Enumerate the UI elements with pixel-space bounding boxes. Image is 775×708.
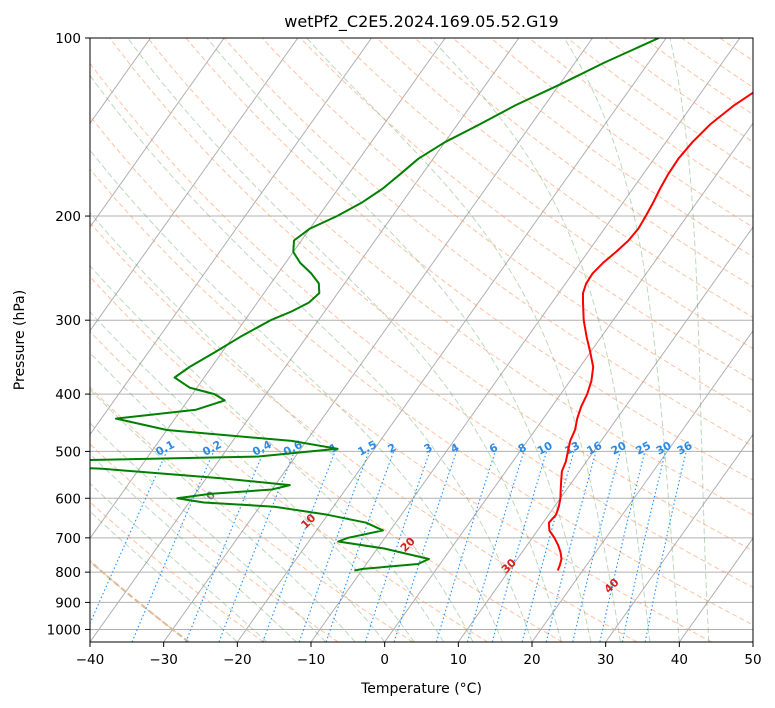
y-tick-label: 1000 — [47, 622, 81, 638]
isotherm-line — [310, 38, 741, 642]
x-tick-label: 50 — [744, 652, 761, 668]
mixing-ratio-line — [466, 451, 525, 642]
mixing-ratio-label: 20 — [609, 439, 629, 458]
mixing-ratio-label: 25 — [633, 439, 653, 458]
moist-adiabat-line — [90, 149, 503, 642]
isotherm-line — [90, 38, 299, 332]
moist-adiabat-line — [90, 265, 445, 642]
moist-adiabat-line — [90, 388, 356, 642]
profile-lines — [90, 38, 753, 572]
isotherm-line — [384, 122, 753, 642]
y-tick-label: 400 — [55, 387, 81, 403]
dry-adiabat-line — [185, 38, 753, 481]
y-tick-label: 300 — [55, 313, 81, 329]
x-tick-label: −20 — [223, 652, 252, 668]
dry-adiabat-line — [338, 38, 753, 350]
dry-adiabat-line — [223, 38, 753, 447]
isotherm-line — [605, 433, 753, 642]
x-axis-ticks: −40 −30 −20 −10 0 10 20 30 40 50 — [76, 642, 762, 668]
moist-adiabat-line — [90, 510, 238, 642]
moist-adiabat-line — [90, 352, 386, 642]
moist-adiabat-line — [306, 38, 621, 642]
y-axis-ticks: 100 200 300 400 500 600 700 800 900 1000 — [47, 31, 90, 638]
moist-adiabat-line — [90, 422, 327, 642]
isotherm-line — [90, 38, 372, 436]
moist-adiabat-line — [90, 453, 297, 642]
mixing-ratio-line — [521, 451, 575, 642]
mixing-ratio-line — [621, 451, 667, 642]
dry-adiabat-line — [90, 386, 414, 642]
isotherm-line — [531, 329, 753, 642]
y-tick-label: 700 — [55, 531, 81, 547]
dry-adiabat-line — [90, 168, 712, 642]
y-tick-label: 600 — [55, 491, 81, 507]
x-tick-label: 20 — [523, 652, 540, 668]
isopleth-labels: 0.10.20.40.611.52346810131620253036-100-… — [154, 438, 695, 596]
dry-adiabat-line — [90, 221, 638, 642]
y-tick-label: 500 — [55, 444, 81, 460]
y-tick-label: 100 — [55, 31, 81, 47]
dry-adiabat-line — [90, 443, 339, 642]
moist-adiabat-line — [669, 38, 710, 642]
mixing-ratio-line — [364, 451, 431, 642]
background-lines — [90, 38, 753, 642]
moist-adiabat-line — [127, 38, 562, 642]
mixing-ratio-line — [131, 451, 215, 642]
dewpoint-profile-line — [90, 38, 660, 572]
x-tick-label: 10 — [450, 652, 467, 668]
mixing-ratio-line — [435, 451, 496, 642]
isotherm-line — [90, 38, 225, 228]
dry-adiabat-line — [528, 38, 753, 199]
mixing-ratio-line — [644, 451, 687, 642]
mixing-ratio-line — [393, 451, 458, 642]
mixing-ratio-line — [90, 451, 168, 625]
plot-frame — [89, 37, 754, 643]
dry-adiabat-line — [90, 62, 753, 588]
mixing-ratio-label: 36 — [675, 439, 695, 458]
isotherm-line — [457, 226, 753, 642]
dry-adiabat-line — [147, 38, 753, 516]
x-tick-label: −40 — [76, 652, 105, 668]
moist-adiabat-line — [563, 38, 680, 642]
chart-title: wetPf2_C2E5.2024.169.05.52.G19 — [284, 12, 558, 32]
mixing-ratio-line — [298, 451, 370, 642]
dry-adiabat-line — [261, 38, 753, 414]
moist-adiabat-line — [90, 211, 474, 642]
dry-adiabat-line — [414, 38, 753, 288]
x-tick-label: −10 — [297, 652, 326, 668]
mixing-ratio-label: 30 — [654, 439, 674, 458]
mixing-ratio-label: 10 — [535, 439, 555, 458]
isotherm-line — [236, 38, 667, 642]
dry-adiabat-line — [90, 501, 264, 642]
mixing-ratio-line — [572, 451, 621, 642]
isotherm-line — [90, 38, 446, 540]
dry-adiabat-line — [605, 38, 753, 143]
isotherm-line — [163, 38, 593, 642]
x-tick-label: 40 — [671, 652, 688, 668]
mixing-ratio-line — [325, 451, 395, 642]
y-axis-label: Pressure (hPa) — [12, 290, 28, 390]
mixing-ratio-line — [545, 451, 597, 642]
mixing-ratio-label: 16 — [585, 439, 605, 458]
moist-adiabat-line — [430, 38, 651, 642]
moist-adiabat-line — [206, 38, 592, 642]
dry-adiabat-line — [90, 115, 753, 626]
mixing-ratio-line — [491, 451, 548, 642]
y-tick-label: 900 — [55, 595, 81, 611]
y-tick-label: 800 — [55, 565, 81, 581]
x-tick-label: 0 — [380, 652, 389, 668]
x-axis-label: Temperature (°C) — [360, 681, 482, 697]
x-tick-label: −30 — [149, 652, 178, 668]
dry-adiabat-line — [490, 38, 753, 228]
moist-adiabat-line — [90, 311, 415, 642]
isotherm-line — [90, 38, 520, 642]
y-tick-label: 200 — [55, 209, 81, 225]
isotherm-line — [678, 537, 753, 642]
mixing-ratio-line — [599, 451, 646, 642]
temperature-profile-line — [547, 91, 753, 571]
dry-adiabat-line — [109, 38, 753, 552]
x-tick-label: 30 — [597, 652, 614, 668]
